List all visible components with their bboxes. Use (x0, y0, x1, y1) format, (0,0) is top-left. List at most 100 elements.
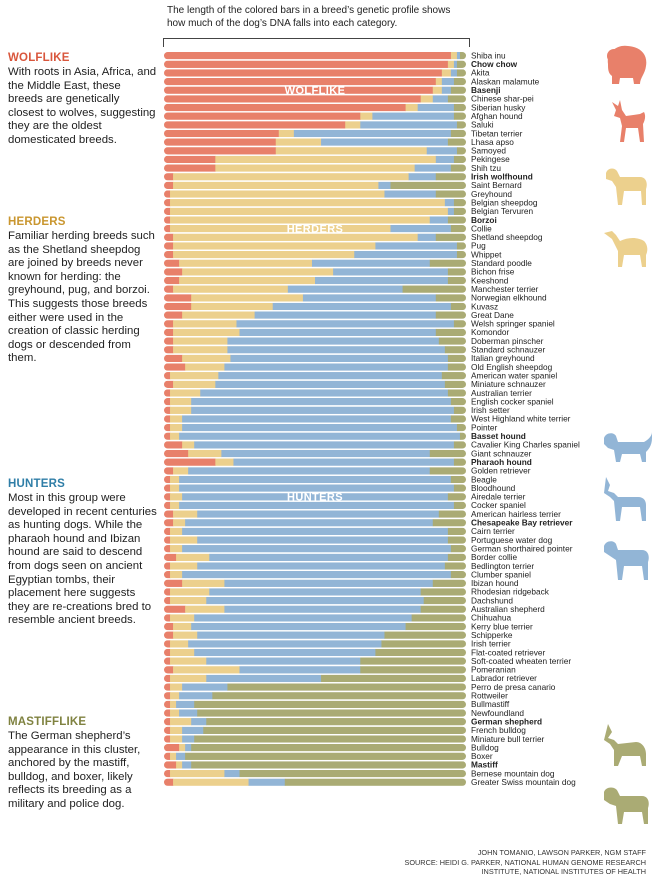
bar-segment-mastifflike (453, 320, 466, 328)
bar-segment-hunters (206, 674, 322, 683)
bar-segment-hunters (218, 372, 443, 380)
breed-label: Giant schnauzer (471, 448, 532, 458)
bar-segment-wolflike (164, 493, 171, 501)
bar-segment-wolflike (164, 328, 174, 337)
bar-segment-hunters (200, 389, 449, 397)
breed-label: Dachshund (471, 595, 513, 605)
bar-segment-wolflike (164, 147, 277, 155)
breed-label: Rottweiler (471, 691, 508, 701)
bar-segment-mastifflike (453, 77, 466, 86)
bar-segment-wolflike (164, 527, 171, 536)
bar-segment-mastifflike (453, 458, 466, 466)
bar-segment-herders (345, 121, 361, 129)
bar-segment-herders (173, 320, 237, 328)
breed-label: Australian shepherd (471, 604, 545, 614)
basset-hound-icon (604, 432, 652, 462)
breed-label: American water spaniel (471, 370, 557, 380)
bar-segment-wolflike (164, 752, 171, 760)
group-text-mastifflike: The German shepherd’s appearance in this… (8, 730, 141, 810)
bar-segment-mastifflike (447, 536, 466, 544)
band-label-mastifflike: MASTIFFLIKE (276, 786, 353, 798)
group-herders: HERDERS Familiar herding breeds such as … (8, 216, 158, 366)
bar-segment-mastifflike (453, 155, 466, 164)
bar-segment-wolflike (164, 389, 171, 397)
bar-segment-mastifflike (447, 363, 466, 371)
bar-segment-hunters (209, 553, 449, 561)
bar-segment-wolflike (164, 398, 171, 406)
bar-segment-wolflike (164, 769, 171, 778)
bar-row (164, 294, 466, 302)
bar-segment-wolflike (164, 571, 171, 579)
breed-label: Bullmastiff (471, 699, 510, 709)
bar-segment-herders (173, 666, 240, 674)
bar-segment-hunters (197, 631, 385, 639)
bar-segment-herders (215, 164, 416, 172)
bar-row (164, 605, 466, 613)
bar-segment-wolflike (164, 553, 177, 561)
breed-label: Shih tzu (471, 163, 501, 173)
bar-segment-mastifflike (450, 129, 466, 138)
bar-segment-herders (441, 69, 452, 77)
band-label-herders: HERDERS (287, 223, 344, 235)
bar-segment-wolflike (164, 112, 361, 120)
bar-segment-mastifflike (206, 718, 466, 726)
bar-row (164, 631, 466, 639)
bar-segment-herders (170, 571, 183, 579)
bar-segment-wolflike (164, 744, 180, 752)
bar-segment-herders (170, 545, 183, 553)
bar-segment-mastifflike (435, 311, 466, 319)
bar-segment-hunters (188, 640, 382, 648)
breed-label: Alaskan malamute (471, 76, 540, 86)
bar-segment-wolflike (164, 475, 171, 484)
bar-segment-mastifflike (450, 571, 466, 579)
bar-segment-mastifflike (453, 207, 466, 215)
bar-segment-hunters (441, 77, 455, 86)
bar-row (164, 60, 466, 68)
breed-label: Flat-coated retriever (471, 647, 545, 657)
credits-source-cont: INSTITUTE, NATIONAL INSTITUTES OF HEALTH (481, 867, 646, 876)
bar-row (164, 648, 466, 657)
bar-segment-herders (170, 657, 207, 665)
bar-segment-hunters (441, 86, 452, 94)
bar-segment-herders (182, 311, 255, 319)
breed-label: Pointer (471, 422, 498, 432)
bar-segment-hunters (179, 501, 455, 510)
bar-segment-wolflike (164, 441, 183, 449)
bar-segment-hunters (179, 692, 213, 700)
bar-segment-hunters (197, 562, 446, 570)
bar-row (164, 164, 466, 172)
bar-row (164, 666, 466, 674)
breed-label: Chinese shar-pei (471, 94, 534, 104)
bar-segment-mastifflike (447, 527, 466, 536)
bar-segment-herders (170, 735, 183, 743)
bar-row (164, 692, 466, 700)
breed-label: Portuguese water dog (471, 535, 553, 545)
bar-row (164, 458, 466, 466)
bar-segment-wolflike (164, 640, 171, 648)
bar-segment-herders (191, 294, 304, 302)
bar-segment-herders (173, 285, 289, 293)
bar-segment-hunters (302, 294, 437, 302)
bar-segment-hunters (239, 328, 437, 337)
bar-segment-wolflike (164, 363, 186, 371)
bar-row (164, 571, 466, 579)
bar-row (164, 285, 466, 293)
group-hunters: HUNTERS Most in this group were develope… (8, 478, 158, 628)
bar-row (164, 181, 466, 190)
bar-segment-hunters (354, 250, 458, 259)
bar-row (164, 735, 466, 743)
breed-label: Doberman pinscher (471, 336, 544, 346)
bar-segment-mastifflike (375, 648, 466, 657)
breed-label: Norwegian elkhound (471, 293, 547, 303)
bar-segment-herders (170, 493, 183, 501)
bar-segment-wolflike (164, 519, 174, 527)
bar-row (164, 242, 466, 250)
bar-segment-mastifflike (447, 389, 466, 397)
bar-segment-hunters (179, 484, 455, 492)
bar-segment-herders (170, 700, 177, 709)
bar-segment-mastifflike (447, 553, 466, 561)
bar-segment-hunters (360, 121, 458, 129)
bar-segment-wolflike (164, 700, 171, 709)
bar-segment-herders (360, 112, 373, 120)
bar-segment-herders (170, 588, 210, 596)
